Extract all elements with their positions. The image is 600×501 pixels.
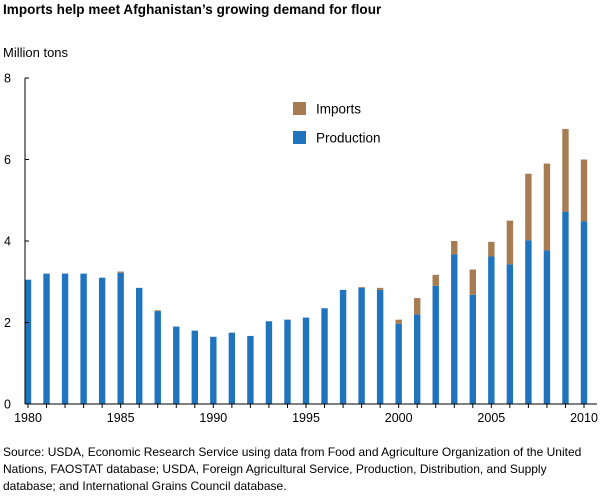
chart-plot: 0 2 4 6 8 1980 1985 1990 1995 2000 2005 2010 Import… — [4, 72, 598, 426]
bar-imports-1998 — [358, 287, 365, 288]
bars-group — [24, 128, 588, 404]
y-tick-label: 2 — [4, 316, 11, 330]
y-tick-label: 0 — [4, 398, 11, 412]
legend-label-imports: Imports — [316, 102, 361, 117]
bar-production-2006 — [506, 264, 514, 404]
bar-imports-2000 — [395, 319, 402, 324]
bar-imports-2006 — [506, 220, 514, 265]
x-tick-label: 2000 — [385, 411, 413, 425]
axes-group: 0 2 4 6 8 1980 1985 1990 1995 2000 2005 2010 — [4, 72, 598, 426]
legend: Imports Production — [293, 102, 381, 146]
bar-production-1998 — [358, 287, 365, 404]
bar-production-2004 — [469, 294, 476, 404]
bar-production-2009 — [562, 211, 569, 404]
bar-imports-2002 — [432, 274, 439, 286]
x-tick-label: 1980 — [14, 411, 42, 425]
bar-production-1986 — [136, 287, 143, 404]
bar-production-1995 — [302, 317, 310, 404]
bar-imports-2004 — [469, 269, 476, 295]
bar-production-1992 — [247, 335, 254, 404]
bar-production-1981 — [43, 273, 50, 404]
bar-production-1988 — [173, 326, 180, 404]
legend-swatch-production — [293, 131, 306, 144]
legend-label-production: Production — [316, 131, 381, 146]
bar-imports-2007 — [525, 173, 532, 241]
source-note: Source: USDA, Economic Research Service … — [3, 445, 582, 493]
bar-production-1987 — [154, 311, 161, 404]
bar-production-1985 — [117, 272, 124, 404]
x-tick-label: 2010 — [570, 411, 598, 425]
bar-imports-2003 — [451, 241, 458, 255]
bar-imports-1987 — [154, 310, 161, 312]
bar-production-1989 — [191, 330, 198, 404]
x-tick-label: 2005 — [477, 411, 505, 425]
bar-production-1980 — [24, 279, 32, 404]
bar-production-1984 — [98, 277, 106, 404]
bar-production-2003 — [451, 254, 458, 404]
bar-production-1982 — [61, 273, 69, 404]
legend-swatch-imports — [293, 102, 306, 115]
x-tick-label: 1985 — [107, 411, 135, 425]
bar-production-2008 — [543, 250, 551, 404]
y-tick-label: 6 — [4, 153, 11, 167]
bar-production-2010 — [580, 221, 588, 404]
bar-production-1990 — [210, 336, 217, 404]
y-axis-label: Million tons — [3, 45, 69, 60]
bar-imports-2001 — [414, 298, 421, 315]
chart-title: Imports help meet Afghanistan’s growing … — [3, 2, 382, 17]
bar-production-1993 — [265, 321, 273, 404]
bar-production-1991 — [228, 332, 236, 404]
bar-production-1997 — [339, 289, 347, 404]
y-tick-label: 4 — [4, 235, 11, 249]
bar-production-2001 — [414, 314, 421, 404]
bar-production-1994 — [284, 319, 291, 404]
bar-production-1999 — [376, 289, 384, 404]
x-tick-label: 1995 — [292, 411, 320, 425]
bar-production-2000 — [395, 323, 402, 404]
bar-imports-2010 — [580, 159, 588, 222]
bar-imports-2008 — [543, 163, 551, 251]
y-tick-label: 8 — [4, 72, 11, 86]
bar-production-1996 — [321, 308, 328, 404]
bar-production-2002 — [432, 285, 439, 404]
bar-imports-2005 — [488, 241, 495, 257]
bar-imports-2009 — [562, 128, 569, 212]
bar-imports-1985 — [117, 271, 124, 273]
bar-production-2007 — [525, 240, 532, 404]
bar-imports-1999 — [376, 287, 384, 290]
bar-production-1983 — [80, 273, 87, 404]
bar-production-2005 — [488, 256, 495, 404]
x-tick-label: 1990 — [199, 411, 227, 425]
